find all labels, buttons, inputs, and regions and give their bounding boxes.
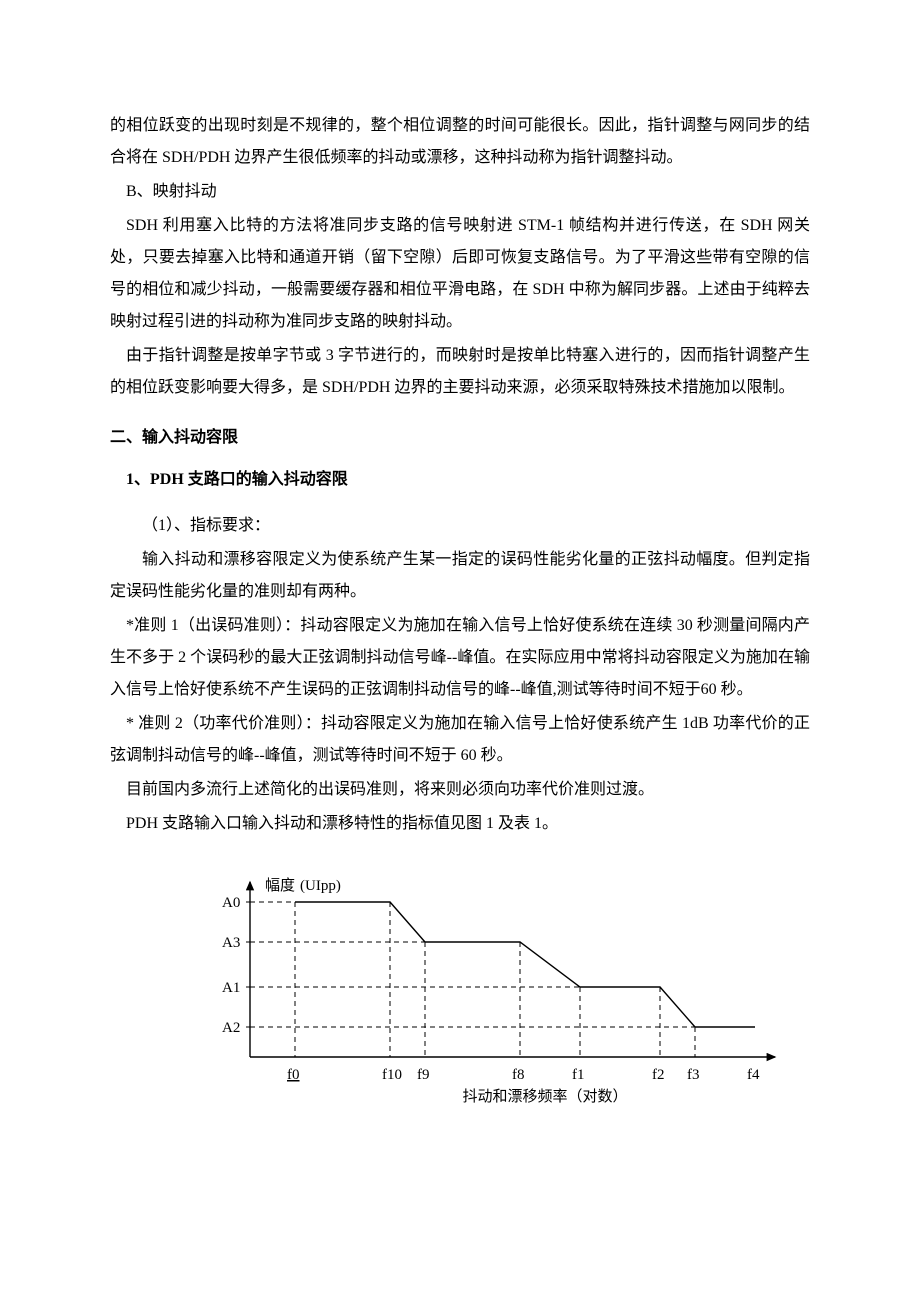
paragraph-rule-1: *准则 1（出误码准则）：抖动容限定义为施加在输入信号上恰好使系统在连续 30 … bbox=[110, 610, 810, 706]
paragraph-req-1: （1）、指标要求： bbox=[110, 510, 810, 542]
paragraph-pointer-adjust: 由于指针调整是按单字节或 3 字节进行的，而映射时是按单比特塞入进行的，因而指针… bbox=[110, 340, 810, 404]
x-tick-f2: f2 bbox=[652, 1067, 665, 1083]
y-tick-A0: A0 bbox=[222, 895, 240, 911]
x-tick-f9: f9 bbox=[417, 1067, 430, 1083]
y-tick-A2: A2 bbox=[222, 1020, 240, 1036]
x-tick-f3: f3 bbox=[687, 1067, 700, 1083]
paragraph-pdh-ref: PDH 支路输入口输入抖动和漂移特性的指标值见图 1 及表 1。 bbox=[110, 808, 810, 840]
paragraph-rule-2: * 准则 2（功率代价准则）：抖动容限定义为施加在输入信号上恰好使系统产生 1d… bbox=[110, 708, 810, 772]
y-axis-unit: (UIpp) bbox=[300, 878, 341, 894]
x-tick-f10: f10 bbox=[382, 1067, 402, 1083]
y-axis-label: 幅度 bbox=[265, 877, 295, 894]
x-tick-f8: f8 bbox=[512, 1067, 525, 1083]
label-b-mapping-jitter: B、映射抖动 bbox=[110, 176, 810, 208]
x-tick-f4: f4 bbox=[747, 1067, 760, 1083]
x-tick-f1: f1 bbox=[572, 1067, 585, 1083]
x-tick-f0: f0 bbox=[287, 1067, 300, 1083]
y-tick-A1: A1 bbox=[222, 980, 240, 996]
jitter-tolerance-chart: 幅度 (UIpp) A0 A3 A1 A2 f0 f10 f9 f8 f1 f2 f3 f4 抖动和漂移频率… bbox=[110, 842, 810, 1134]
heading-section-2: 二、输入抖动容限 bbox=[110, 422, 810, 454]
paragraph-definition: 输入抖动和漂移容限定义为使系统产生某一指定的误码性能劣化量的正弦抖动幅度。但判定… bbox=[110, 544, 810, 608]
heading-pdh-branch: 1、PDH 支路口的输入抖动容限 bbox=[110, 464, 810, 496]
paragraph-sdh-mapping: SDH 利用塞入比特的方法将准同步支路的信号映射进 STM-1 帧结构并进行传送… bbox=[110, 210, 810, 338]
y-tick-A3: A3 bbox=[222, 935, 240, 951]
paragraph-domestic: 目前国内多流行上述简化的出误码准则，将来则必须向功率代价准则过渡。 bbox=[110, 774, 810, 806]
tolerance-curve bbox=[295, 902, 755, 1027]
paragraph-phase-jump: 的相位跃变的出现时刻是不规律的，整个相位调整的时间可能很长。因此，指针调整与网同… bbox=[110, 110, 810, 174]
chart-svg: 幅度 (UIpp) A0 A3 A1 A2 f0 f10 f9 f8 f1 f2 f3 f4 抖动和漂移频率… bbox=[200, 872, 800, 1122]
x-axis-label: 抖动和漂移频率（对数） bbox=[463, 1088, 628, 1105]
